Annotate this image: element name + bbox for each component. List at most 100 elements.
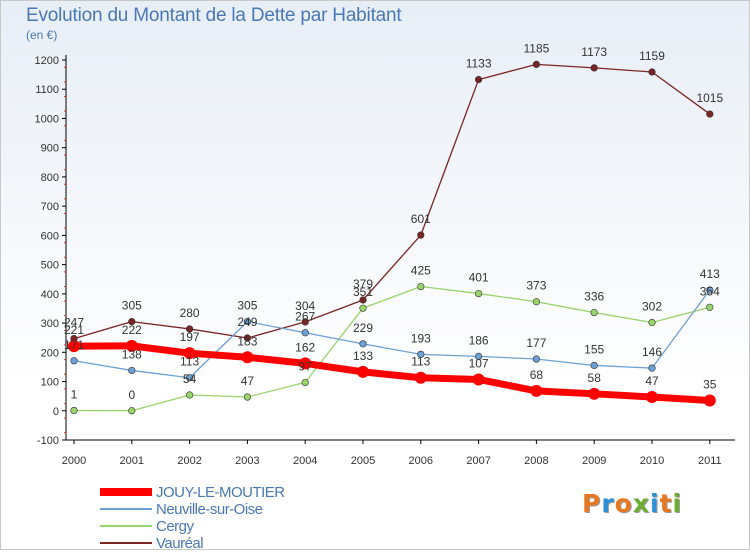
data-label: 113 <box>411 355 430 369</box>
data-label: 47 <box>241 374 255 388</box>
data-point <box>125 339 138 352</box>
data-point <box>590 308 598 317</box>
legend-swatch <box>100 542 152 544</box>
data-point <box>128 407 136 415</box>
data-point <box>186 391 194 399</box>
data-point <box>588 387 601 400</box>
data-point <box>475 352 483 361</box>
x-tick-label: 2000 <box>62 455 86 467</box>
data-point <box>186 374 194 382</box>
data-point <box>70 406 78 415</box>
y-tick-label: -100 <box>37 435 59 447</box>
data-point <box>532 355 541 363</box>
y-tick-label: 500 <box>41 260 59 272</box>
data-point <box>532 60 541 68</box>
data-label: 113 <box>180 355 199 369</box>
y-tick-label: 1200 <box>35 55 59 67</box>
legend-swatch <box>100 508 152 510</box>
data-label: 304 <box>295 299 315 313</box>
y-tick-label: 100 <box>41 377 59 389</box>
data-label: 601 <box>411 212 431 226</box>
data-label: 47 <box>645 374 659 388</box>
data-point <box>417 231 425 239</box>
data-point <box>648 318 656 327</box>
chart-title: Evolution du Montant de la Dette par Hab… <box>26 5 402 26</box>
data-label: 425 <box>411 264 431 278</box>
data-point <box>301 329 309 337</box>
data-point <box>648 364 656 372</box>
data-point <box>357 365 369 378</box>
data-label: 0 <box>128 388 135 402</box>
data-point <box>414 371 427 384</box>
data-label: 177 <box>526 336 546 350</box>
data-point <box>68 340 80 353</box>
y-tick-label: 1000 <box>35 113 59 125</box>
data-label: 171 <box>64 338 84 352</box>
data-point <box>475 75 483 84</box>
y-tick-label: 400 <box>41 289 59 301</box>
x-tick-label: 2007 <box>466 455 490 467</box>
data-point <box>128 366 136 375</box>
x-tick-label: 2003 <box>235 455 259 467</box>
data-label: 249 <box>237 315 257 329</box>
y-tick-label: 800 <box>41 172 59 184</box>
data-point <box>532 298 541 306</box>
x-tick-label: 2001 <box>120 455 144 467</box>
data-point <box>359 304 367 312</box>
data-label: 1173 <box>581 45 607 59</box>
data-label: 222 <box>122 323 142 337</box>
data-point <box>243 334 251 342</box>
data-point <box>472 373 485 386</box>
data-label: 247 <box>64 316 84 330</box>
data-point <box>646 391 658 404</box>
data-point <box>703 394 716 407</box>
data-point <box>530 384 543 397</box>
y-tick-label: 1100 <box>35 84 59 96</box>
x-tick-label: 2009 <box>582 455 606 467</box>
legend-label: Neuville-sur-Oise <box>156 501 263 518</box>
data-point <box>648 68 656 76</box>
data-point <box>241 351 254 364</box>
y-tick-label: 200 <box>41 347 59 359</box>
legend-swatch <box>100 525 152 527</box>
data-label: 183 <box>237 334 257 348</box>
data-point <box>299 357 312 370</box>
data-label: 221 <box>64 323 84 337</box>
data-label: 193 <box>411 331 431 345</box>
x-tick-label: 2005 <box>351 455 375 467</box>
data-point <box>590 361 598 370</box>
data-label: 305 <box>237 299 257 313</box>
data-label: 186 <box>469 333 489 347</box>
data-label: 305 <box>122 299 142 313</box>
data-label: 1159 <box>639 49 665 63</box>
data-point <box>301 378 309 387</box>
data-point <box>475 289 483 298</box>
y-tick-label: 300 <box>41 318 59 330</box>
data-label: 1 <box>71 387 78 401</box>
data-label: 1185 <box>523 41 549 55</box>
data-label: 280 <box>180 306 200 320</box>
data-point <box>706 110 714 118</box>
data-label: 155 <box>584 342 604 356</box>
x-tick-label: 2002 <box>177 455 201 467</box>
series-line-2 <box>73 285 710 412</box>
data-point <box>706 303 714 311</box>
data-label: 68 <box>530 368 544 382</box>
data-label: 58 <box>588 371 602 385</box>
data-point <box>186 325 194 333</box>
data-point <box>70 357 78 365</box>
legend-label: Vauréal <box>156 535 204 552</box>
series-line-0 <box>73 342 711 405</box>
data-point <box>359 296 367 304</box>
data-label: 197 <box>180 330 200 344</box>
x-tick-label: 2010 <box>640 455 664 467</box>
data-label: 401 <box>469 271 489 285</box>
data-label: 336 <box>584 290 604 304</box>
data-point <box>417 350 425 358</box>
y-tick-label: 600 <box>41 230 59 242</box>
data-label: 351 <box>353 285 373 299</box>
data-label: 1015 <box>696 91 723 105</box>
series-line-1 <box>73 289 711 379</box>
